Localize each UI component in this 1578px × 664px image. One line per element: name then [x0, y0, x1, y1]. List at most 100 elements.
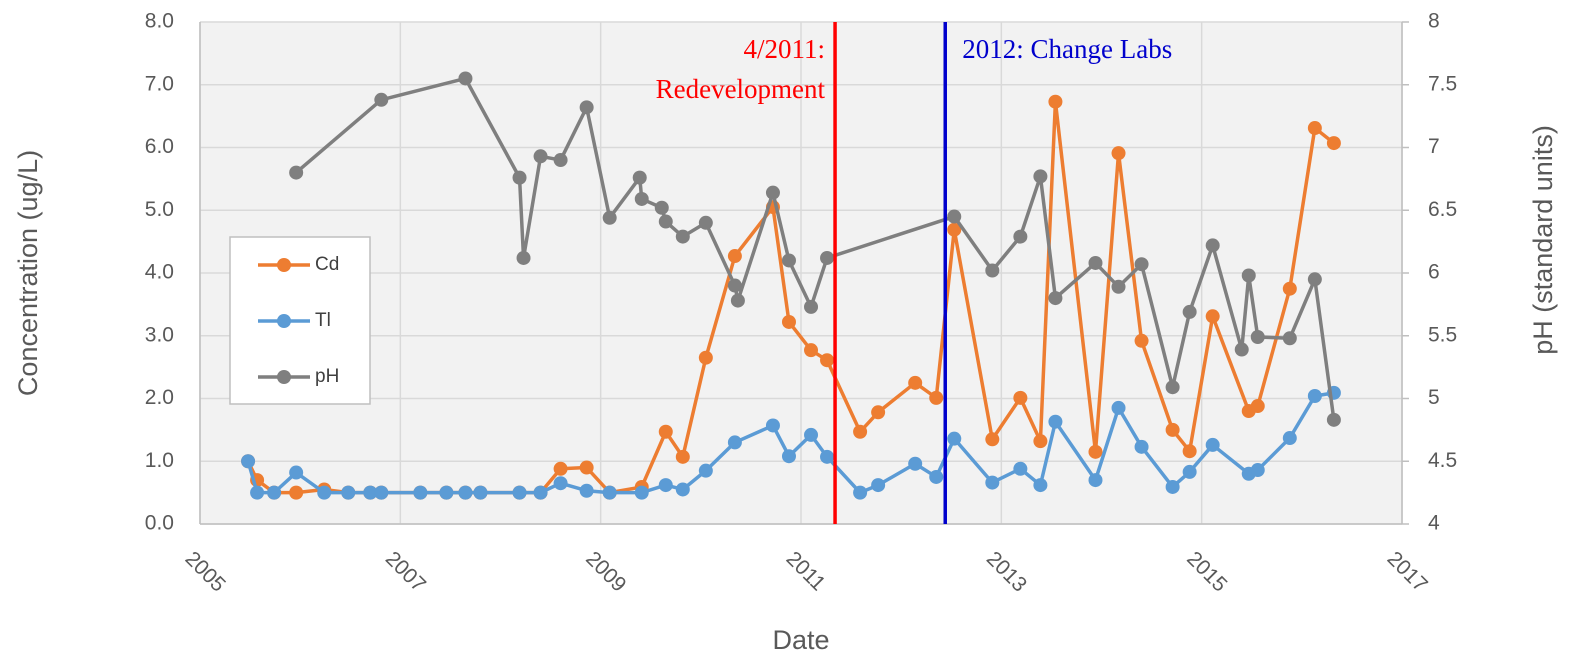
data-point [781, 314, 796, 329]
data-point [853, 485, 868, 500]
legend-label: Tl [315, 310, 331, 331]
data-point [1033, 169, 1048, 184]
y-tick-label: 3.0 [145, 323, 174, 346]
annotation-text: Redevelopment [656, 74, 826, 104]
y2-axis-title: pH (standard units) [1528, 125, 1558, 355]
y-axis-title: Concentration (ug/L) [13, 150, 43, 396]
y2-tick-label: 4.5 [1428, 449, 1457, 472]
data-point [1205, 437, 1220, 452]
y2-tick-label: 5.5 [1428, 323, 1457, 346]
y-tick-label: 8.0 [145, 10, 174, 33]
data-point [512, 485, 527, 500]
y-tick-label: 6.0 [145, 135, 174, 158]
series-line [246, 391, 1335, 495]
x-tick-label: 2011 [782, 547, 830, 595]
data-point [1182, 304, 1197, 319]
y2-tick-label: 4 [1428, 512, 1440, 535]
data-point [516, 250, 531, 265]
data-point [1234, 342, 1249, 357]
legend-marker [277, 370, 291, 384]
y2-tick-label: 7 [1428, 135, 1440, 158]
data-point [1013, 229, 1028, 244]
data-point [413, 485, 428, 500]
x-tick-label: 2005 [181, 547, 230, 596]
y2-tick-label: 6.5 [1428, 198, 1457, 221]
data-point [1088, 444, 1103, 459]
data-point [579, 100, 594, 115]
data-point [1326, 412, 1341, 427]
y2-tick-label: 6 [1428, 261, 1440, 284]
data-point [871, 478, 886, 493]
data-point [1182, 464, 1197, 479]
data-point [820, 449, 835, 464]
data-point [374, 485, 389, 500]
data-point [985, 475, 1000, 490]
x-axis-title: Date [772, 625, 829, 655]
annotation-text: 4/2011: [744, 34, 826, 64]
data-point [317, 485, 332, 500]
data-point [1250, 399, 1265, 414]
data-point [1282, 281, 1297, 296]
x-tick-label: 2009 [581, 547, 630, 596]
data-point [658, 478, 673, 493]
data-point [289, 165, 304, 180]
legend-marker [277, 314, 291, 328]
y-tick-label: 0.0 [145, 512, 174, 535]
data-point [804, 343, 819, 358]
data-point [1134, 257, 1149, 272]
data-point [1165, 422, 1180, 437]
data-point [765, 418, 780, 433]
legend-marker [277, 258, 291, 272]
data-point [1033, 434, 1048, 449]
data-point [1307, 272, 1322, 287]
data-point [1282, 331, 1297, 346]
data-point [1033, 478, 1048, 493]
data-point [658, 424, 673, 439]
data-point [985, 263, 1000, 278]
data-point [1048, 291, 1063, 306]
series-line [295, 76, 1336, 421]
data-point [820, 250, 835, 265]
data-point [1182, 444, 1197, 459]
data-point [553, 461, 568, 476]
data-point [473, 485, 488, 500]
data-point [579, 460, 594, 475]
data-point [765, 185, 780, 200]
data-point [908, 375, 923, 390]
data-point [289, 485, 304, 500]
data-point [289, 465, 304, 480]
data-point [1282, 431, 1297, 446]
legend-label: Cd [315, 254, 339, 275]
x-tick-label: 2017 [1383, 547, 1432, 596]
data-point [727, 278, 742, 293]
data-point [947, 209, 962, 224]
data-point [1013, 390, 1028, 405]
data-point [947, 222, 962, 237]
data-point [871, 405, 886, 420]
data-point [1165, 479, 1180, 494]
data-point [985, 432, 1000, 447]
y2-tick-label: 5 [1428, 386, 1440, 409]
data-point [1165, 380, 1180, 395]
data-point [1111, 279, 1126, 294]
data-point [781, 253, 796, 268]
data-point [675, 482, 690, 497]
data-point [698, 350, 713, 365]
data-point [1048, 414, 1063, 429]
data-point [1205, 309, 1220, 324]
data-point [698, 463, 713, 478]
data-point [658, 214, 673, 229]
data-point [730, 293, 745, 308]
data-point [1048, 94, 1063, 109]
data-point [1326, 136, 1341, 151]
data-point [553, 476, 568, 491]
legend-label: pH [315, 366, 339, 387]
data-point [250, 485, 265, 500]
x-tick-label: 2013 [982, 547, 1031, 596]
data-point [439, 485, 454, 500]
data-point [458, 485, 473, 500]
data-point [632, 170, 647, 185]
data-point [363, 485, 378, 500]
y-tick-label: 2.0 [145, 386, 174, 409]
